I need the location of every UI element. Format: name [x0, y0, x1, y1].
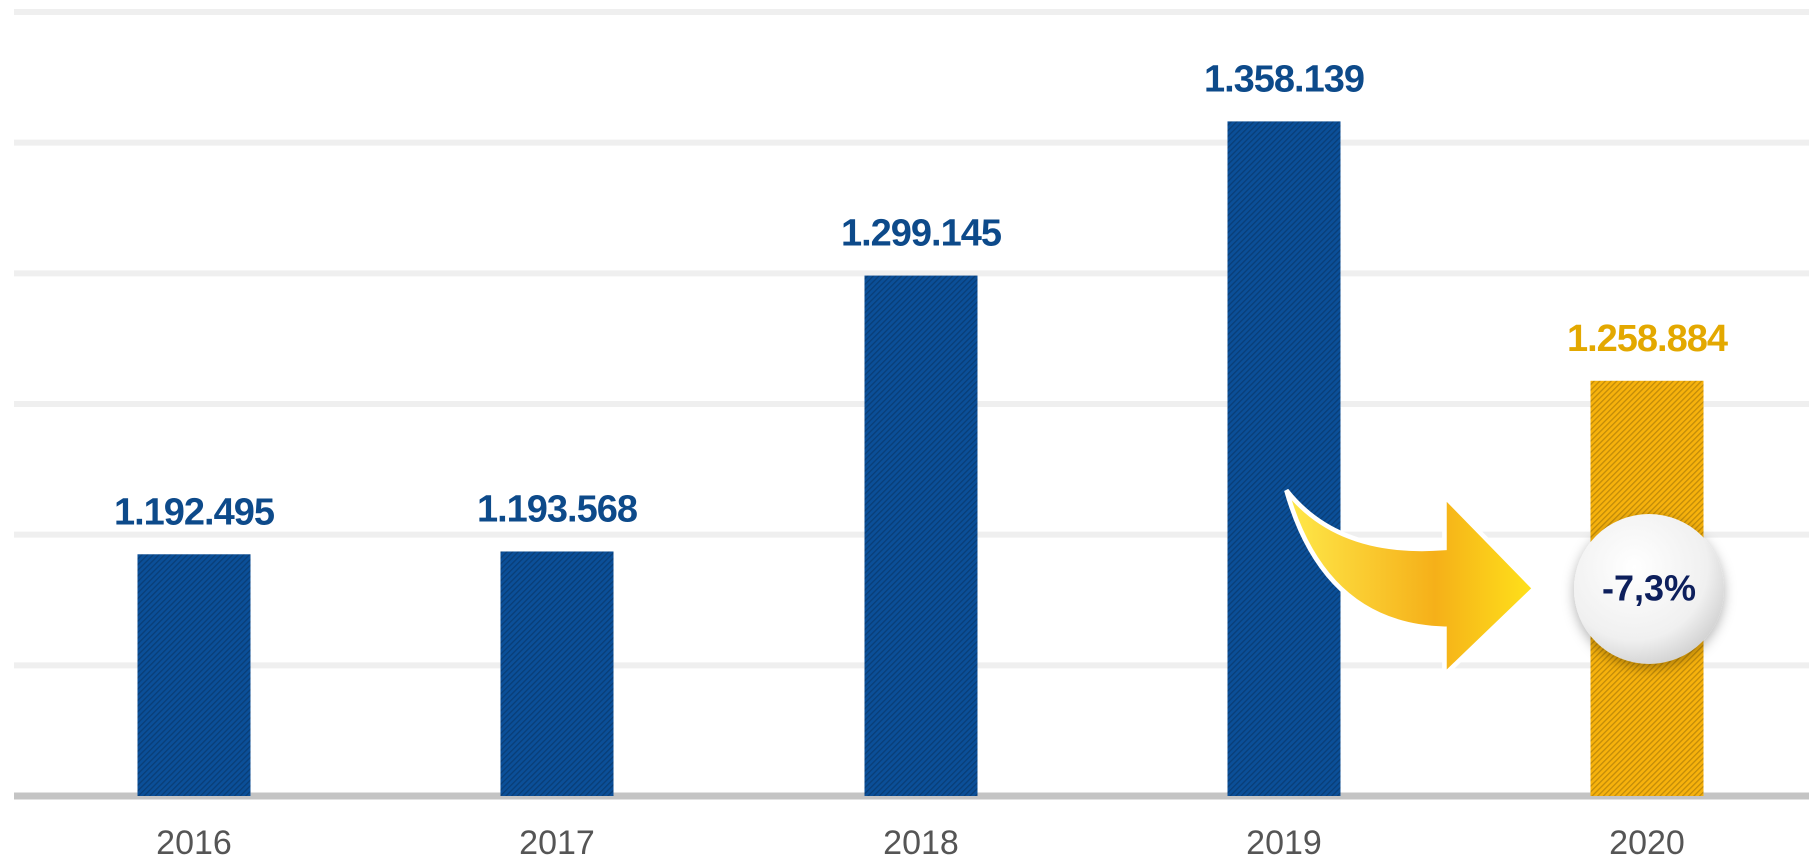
bar — [1228, 121, 1341, 796]
value-label: 1.192.495 — [114, 491, 275, 533]
value-label: 1.299.145 — [841, 213, 1002, 255]
value-label: 1.258.884 — [1567, 318, 1728, 360]
bars: 1.192.495 2016 1.193.568 2017 1.299.145 2018 1… — [114, 58, 1728, 862]
bar — [865, 276, 978, 796]
annotation-group: -7,3% — [1286, 490, 1724, 675]
value-label: 1.358.139 — [1204, 58, 1364, 100]
change-label: -7,3% — [1602, 568, 1696, 609]
bar — [501, 551, 614, 796]
x-tick-label: 2019 — [1246, 824, 1322, 862]
x-tick-label: 2020 — [1609, 824, 1685, 862]
x-tick-label: 2017 — [519, 824, 595, 862]
value-label: 1.193.568 — [477, 489, 637, 531]
bar — [138, 554, 251, 796]
x-tick-label: 2016 — [156, 824, 232, 862]
x-tick-label: 2018 — [883, 824, 959, 862]
chart: 1.192.495 2016 1.193.568 2017 1.299.145 2018 1… — [0, 0, 1809, 862]
